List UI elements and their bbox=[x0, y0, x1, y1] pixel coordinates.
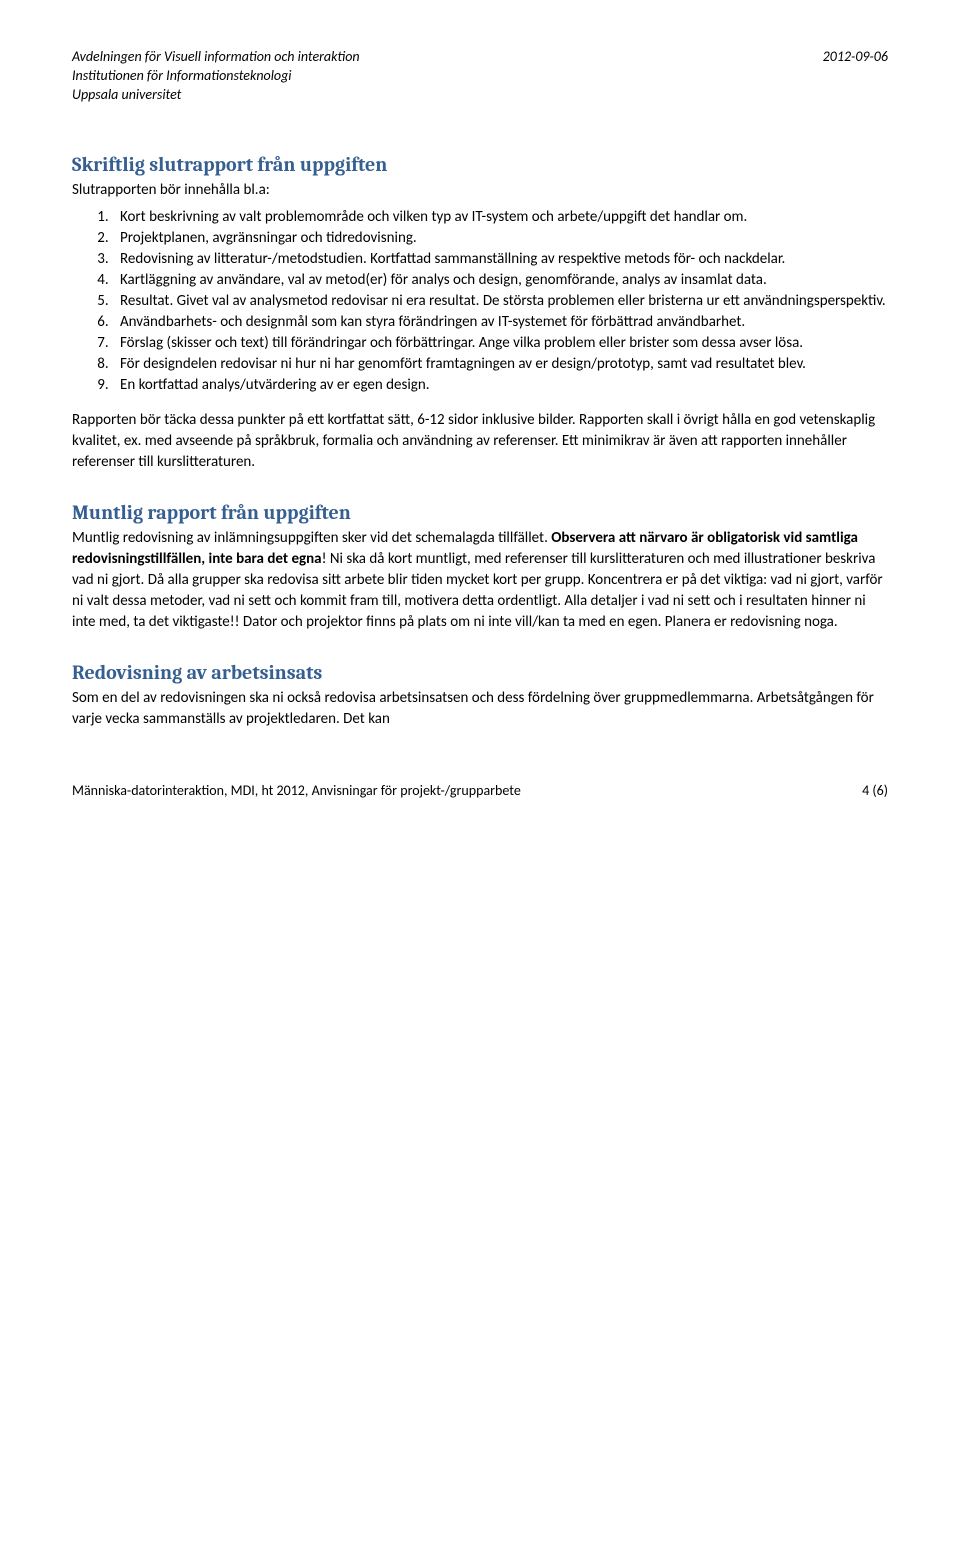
section-1-list: Kort beskrivning av valt problemområde o… bbox=[112, 207, 888, 396]
list-item: För designdelen redovisar ni hur ni har … bbox=[112, 354, 888, 375]
list-item: Kartläggning av användare, val av metod(… bbox=[112, 270, 888, 291]
section-1-paragraph: Rapporten bör täcka dessa punkter på ett… bbox=[72, 410, 888, 473]
section-3-heading: Redovisning av arbetsinsats bbox=[72, 661, 888, 684]
list-item: Användbarhets- och designmål som kan sty… bbox=[112, 312, 888, 333]
header-line-2: Institutionen för Informationsteknologi bbox=[72, 67, 360, 86]
header-line-3: Uppsala universitet bbox=[72, 86, 360, 105]
header-line-1: Avdelningen för Visuell information och … bbox=[72, 48, 360, 67]
header-left: Avdelningen för Visuell information och … bbox=[72, 48, 360, 105]
list-item: Förslag (skisser och text) till förändri… bbox=[112, 333, 888, 354]
list-item: Kort beskrivning av valt problemområde o… bbox=[112, 207, 888, 228]
list-item: Projektplanen, avgränsningar och tidredo… bbox=[112, 228, 888, 249]
header-date: 2012-09-06 bbox=[823, 48, 888, 105]
section-2-heading: Muntlig rapport från uppgiften bbox=[72, 501, 888, 524]
section-2-paragraph: Muntlig redovisning av inlämningsuppgift… bbox=[72, 528, 888, 633]
para-text: Muntlig redovisning av inlämningsuppgift… bbox=[72, 529, 551, 547]
footer-left: Människa-datorinteraktion, MDI, ht 2012,… bbox=[72, 782, 521, 799]
list-item: En kortfattad analys/utvärdering av er e… bbox=[112, 375, 888, 396]
section-3-paragraph: Som en del av redovisningen ska ni också… bbox=[72, 688, 888, 730]
section-1-heading: Skriftlig slutrapport från uppgiften bbox=[72, 153, 888, 176]
page-footer: Människa-datorinteraktion, MDI, ht 2012,… bbox=[72, 782, 888, 799]
list-item: Redovisning av litteratur-/metodstudien.… bbox=[112, 249, 888, 270]
list-item: Resultat. Givet val av analysmetod redov… bbox=[112, 291, 888, 312]
footer-page-number: 4 (6) bbox=[862, 782, 888, 799]
section-1-intro: Slutrapporten bör innehålla bl.a: bbox=[72, 180, 888, 201]
page-header: Avdelningen för Visuell information och … bbox=[72, 48, 888, 105]
